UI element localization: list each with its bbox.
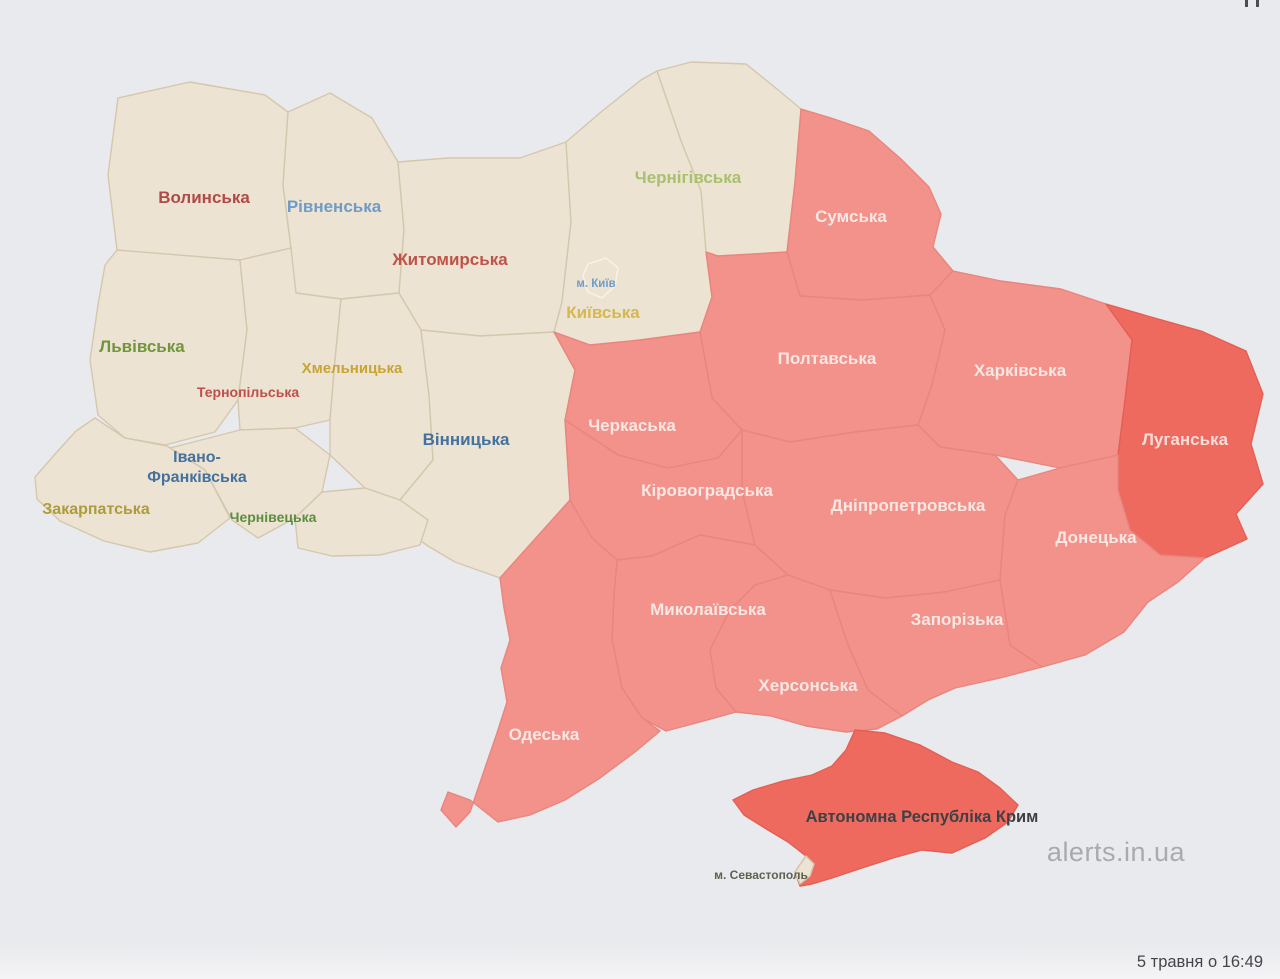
region-rivne[interactable] [282,92,405,300]
region-kherson[interactable] [709,574,903,733]
region-kyiv_city[interactable] [582,257,619,299]
fullscreen-corner-icon [1238,0,1248,7]
watermark: alerts.in.ua [1046,837,1185,867]
region-crimea[interactable] [732,729,1019,887]
footer-bar: 5 травня о 16:49 [0,943,1280,979]
region-lviv[interactable] [89,249,248,446]
fullscreen-corner-icon [1256,0,1266,7]
region-odesa[interactable] [440,499,661,828]
region-zakarpattia[interactable] [34,417,231,553]
region-zhytomyr[interactable] [397,141,572,337]
region-luhansk[interactable] [1105,303,1264,559]
region-sevastopol[interactable] [794,855,815,885]
timestamp: 5 травня о 16:49 [1136,953,1263,971]
region-sumy[interactable] [786,108,954,301]
fullscreen-icon[interactable] [1232,0,1266,9]
region-khmelnytskyi[interactable] [329,292,434,501]
region-chernivtsi[interactable] [294,487,429,557]
region-volyn[interactable] [107,81,292,261]
region-donetsk[interactable] [999,454,1206,668]
region-kharkiv[interactable] [917,270,1133,469]
region-label-sevastopol: м. Севастополь [714,868,808,882]
